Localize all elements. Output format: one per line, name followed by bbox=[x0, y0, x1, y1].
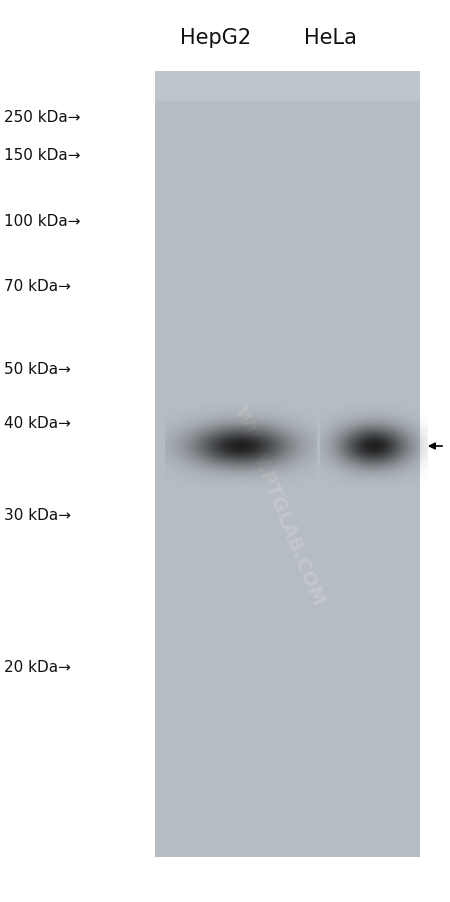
Text: 30 kDa→: 30 kDa→ bbox=[4, 508, 71, 523]
Text: 50 kDa→: 50 kDa→ bbox=[4, 362, 71, 377]
Text: HeLa: HeLa bbox=[304, 28, 357, 48]
Text: WWW.PTGLAB.COM: WWW.PTGLAB.COM bbox=[230, 402, 328, 608]
Text: 70 kDa→: 70 kDa→ bbox=[4, 280, 71, 294]
Polygon shape bbox=[155, 72, 420, 102]
Text: 150 kDa→: 150 kDa→ bbox=[4, 147, 81, 162]
Text: HepG2: HepG2 bbox=[180, 28, 251, 48]
Text: 100 kDa→: 100 kDa→ bbox=[4, 215, 81, 229]
Text: 40 kDa→: 40 kDa→ bbox=[4, 416, 71, 431]
Text: 20 kDa→: 20 kDa→ bbox=[4, 659, 71, 675]
Text: 250 kDa→: 250 kDa→ bbox=[4, 110, 81, 125]
Polygon shape bbox=[155, 72, 420, 857]
